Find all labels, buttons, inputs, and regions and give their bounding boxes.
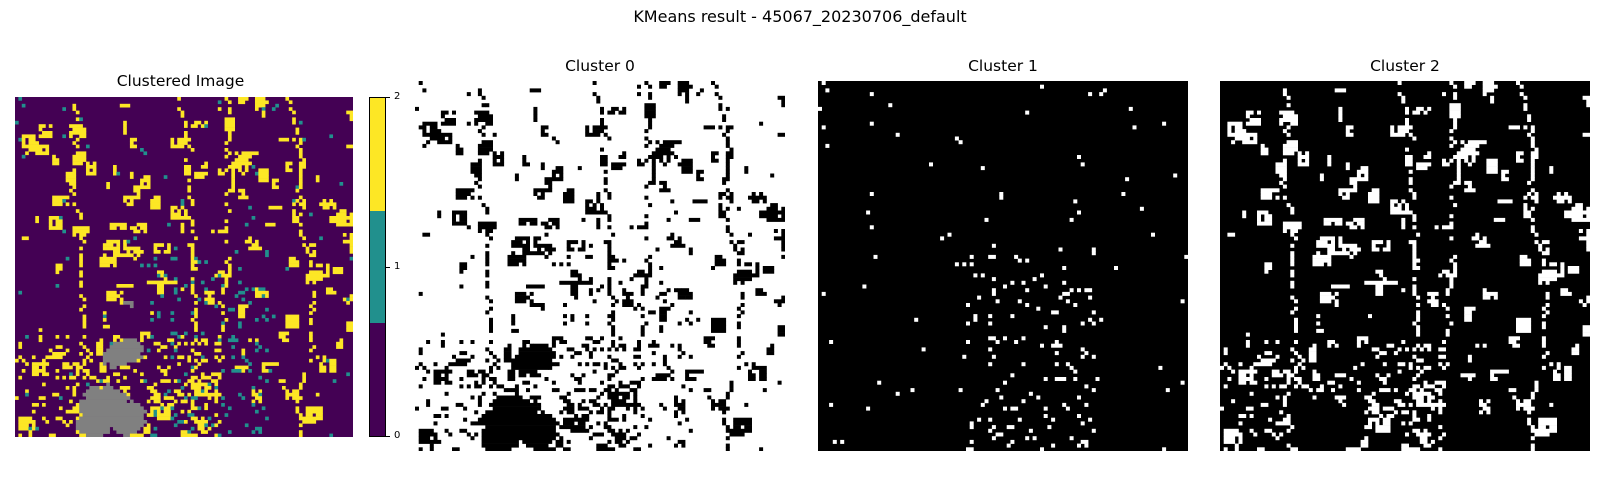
mask-pixels [415, 81, 785, 451]
colorbar-tick-0 [386, 436, 390, 437]
cluster-1-title: Cluster 1 [968, 57, 1038, 75]
colorbar-segment-0 [370, 323, 385, 436]
cluster-2-mask [1220, 81, 1590, 451]
colorbar-segment-1 [370, 210, 385, 324]
clustered-image-title: Clustered Image [116, 72, 245, 90]
mask-pixels [1220, 81, 1590, 451]
colorbar-segment-2 [370, 98, 385, 211]
cluster-0-mask [415, 81, 785, 451]
clustered-image [15, 97, 353, 437]
colorbar [369, 97, 386, 437]
colorbar-tick-label-2: 2 [394, 91, 401, 102]
image-background [818, 81, 1188, 451]
cluster-pixels [15, 97, 353, 437]
colorbar-tick-label-1: 1 [394, 261, 401, 272]
cluster-0-title: Cluster 0 [565, 57, 635, 75]
figure-title: KMeans result - 45067_20230706_default [633, 7, 967, 26]
cluster-2-title: Cluster 2 [1370, 57, 1440, 75]
mask-pixels [818, 81, 1188, 451]
cluster-1-mask [818, 81, 1188, 451]
colorbar-tick-label-0: 0 [394, 430, 401, 441]
colorbar-tick-2 [386, 97, 390, 98]
colorbar-tick-1 [386, 267, 390, 268]
